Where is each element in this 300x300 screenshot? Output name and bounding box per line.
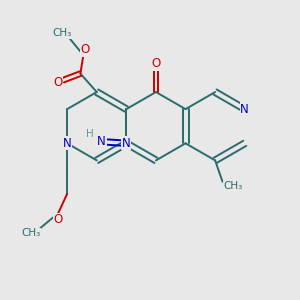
Text: O: O xyxy=(53,213,63,226)
Text: CH₃: CH₃ xyxy=(224,181,243,191)
Text: H: H xyxy=(85,128,93,139)
Text: CH₃: CH₃ xyxy=(21,228,40,239)
Text: O: O xyxy=(151,57,160,70)
Text: N: N xyxy=(240,103,249,116)
Text: CH₃: CH₃ xyxy=(52,28,71,38)
Text: N: N xyxy=(97,135,106,148)
Text: O: O xyxy=(53,76,62,89)
Text: O: O xyxy=(80,43,89,56)
Text: N: N xyxy=(63,137,71,150)
Text: N: N xyxy=(122,137,131,150)
